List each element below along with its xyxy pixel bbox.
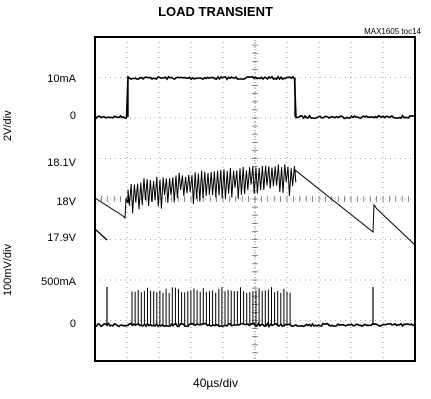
- chart-title: LOAD TRANSIENT: [158, 4, 273, 19]
- trace-output-voltage-start: [94, 228, 108, 241]
- ch1-zero-label: 0: [69, 110, 76, 122]
- ch3-level-label: 500mA: [41, 276, 76, 288]
- ch2-lower-label: 17.9V: [47, 232, 76, 244]
- trace-output-voltage: [94, 164, 416, 246]
- trace-load-current: [94, 75, 415, 120]
- ch2-upper-label: 18.1V: [47, 157, 76, 169]
- trace-inductor-baseline: [94, 321, 415, 329]
- scope-frame: [94, 36, 416, 362]
- x-axis-label: 40µs/div: [193, 376, 238, 390]
- ch1-level-label: 10mA: [47, 73, 76, 85]
- part-number: MAX1605 toc14: [364, 27, 421, 36]
- ch3-zero-label: 0: [69, 318, 76, 330]
- ch2-mid-label: 18V: [56, 196, 76, 208]
- scope-traces: [94, 75, 416, 329]
